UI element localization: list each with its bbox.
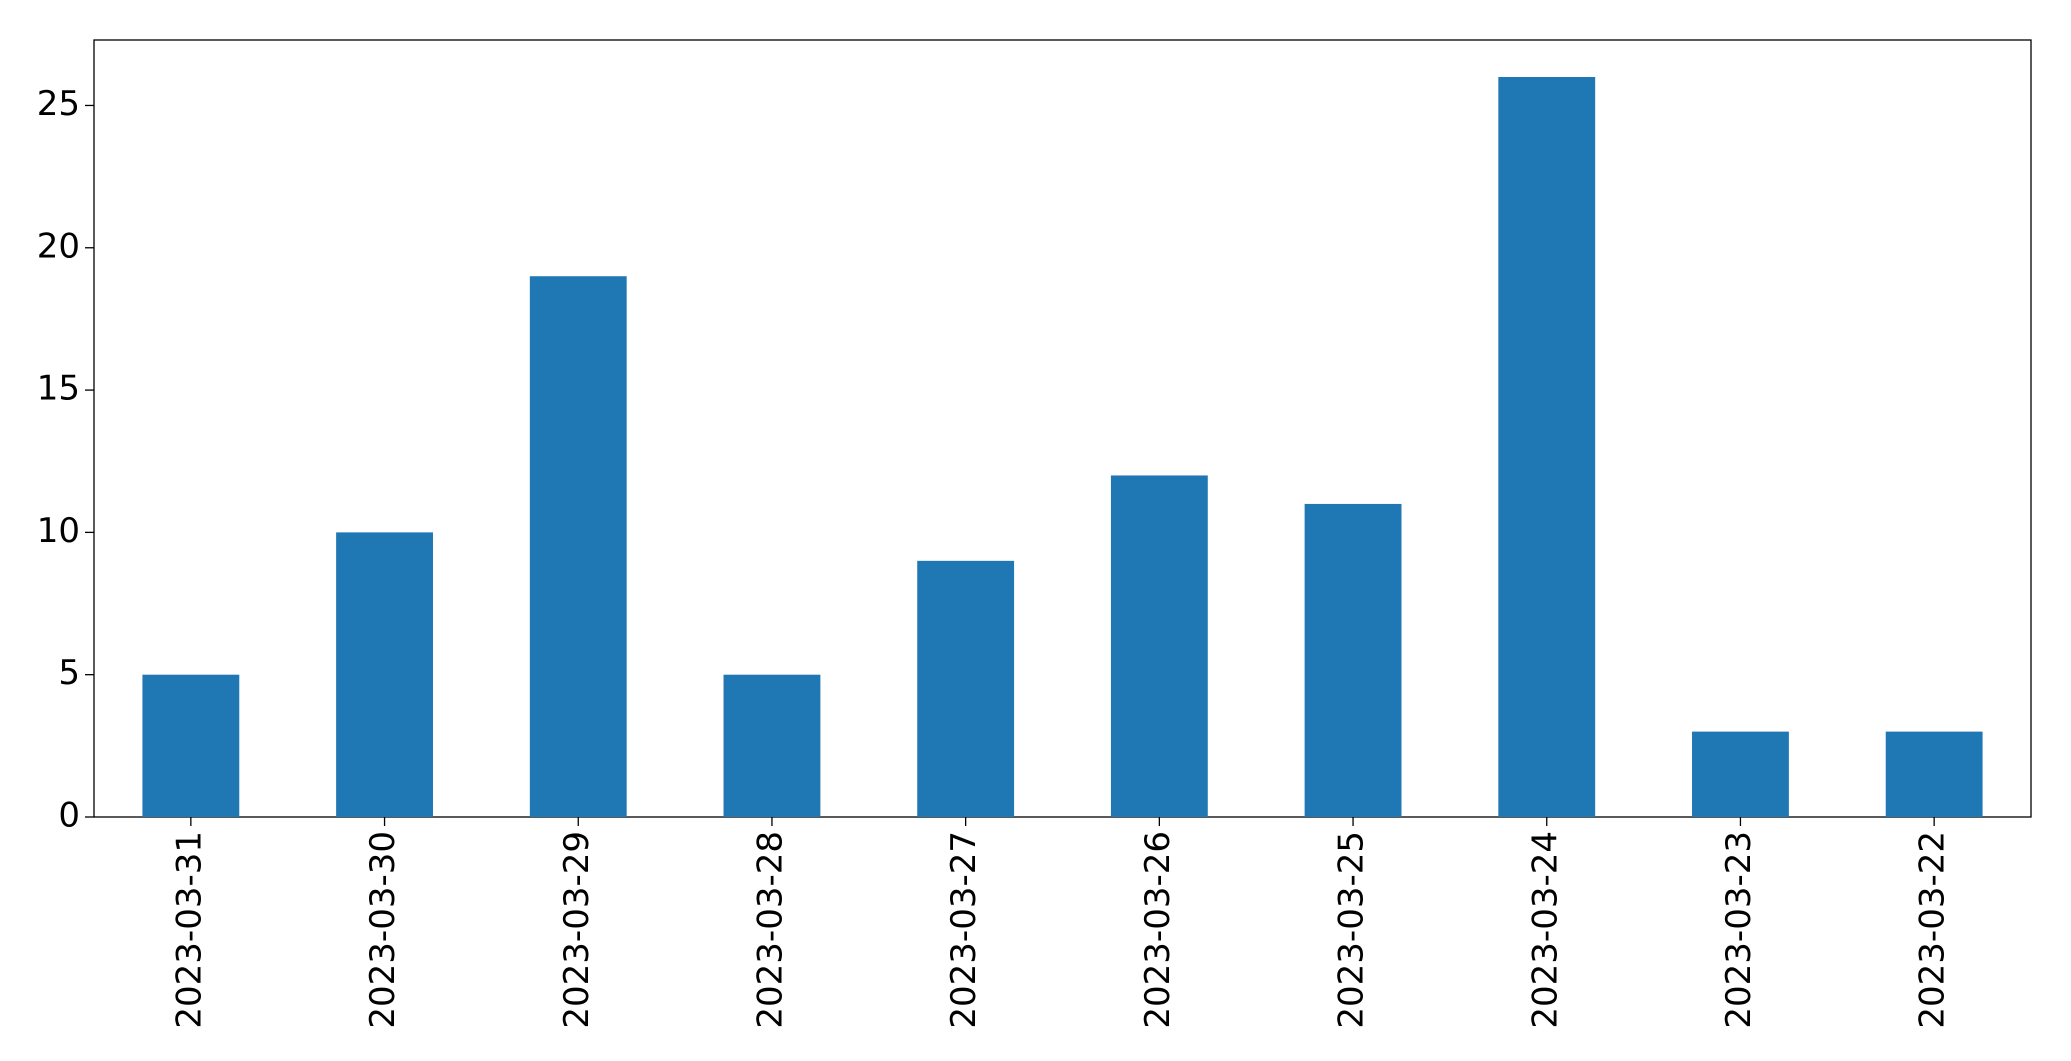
- x-tick-label: 2023-03-27: [944, 831, 984, 1029]
- x-tick-label: 2023-03-24: [1525, 831, 1565, 1029]
- bar: [336, 532, 433, 817]
- bar: [723, 674, 821, 817]
- bar: [917, 560, 1015, 817]
- x-tick-label: 2023-03-26: [1138, 831, 1178, 1029]
- y-tick-label: 25: [37, 84, 80, 124]
- y-tick-label: 0: [58, 796, 80, 836]
- x-tick-label: 2023-03-28: [750, 831, 790, 1029]
- bar: [1498, 77, 1596, 817]
- y-tick-label: 20: [37, 226, 80, 266]
- y-tick-label: 10: [37, 511, 80, 551]
- bar: [529, 276, 627, 817]
- y-tick-label: 15: [37, 369, 80, 409]
- y-tick-label: 5: [58, 653, 80, 693]
- bar: [1304, 503, 1402, 817]
- bar: [142, 674, 240, 817]
- x-tick-label: 2023-03-25: [1332, 831, 1372, 1029]
- bar: [1692, 731, 1789, 817]
- x-tick-label: 2023-03-31: [169, 831, 209, 1029]
- x-tick-label: 2023-03-29: [557, 831, 597, 1029]
- x-tick-label: 2023-03-22: [1913, 831, 1953, 1029]
- bar: [1110, 475, 1208, 817]
- bar: [1885, 731, 1983, 817]
- plot-frame: [93, 39, 2032, 818]
- x-tick-label: 2023-03-30: [363, 831, 403, 1029]
- x-tick-label: 2023-03-23: [1719, 831, 1759, 1029]
